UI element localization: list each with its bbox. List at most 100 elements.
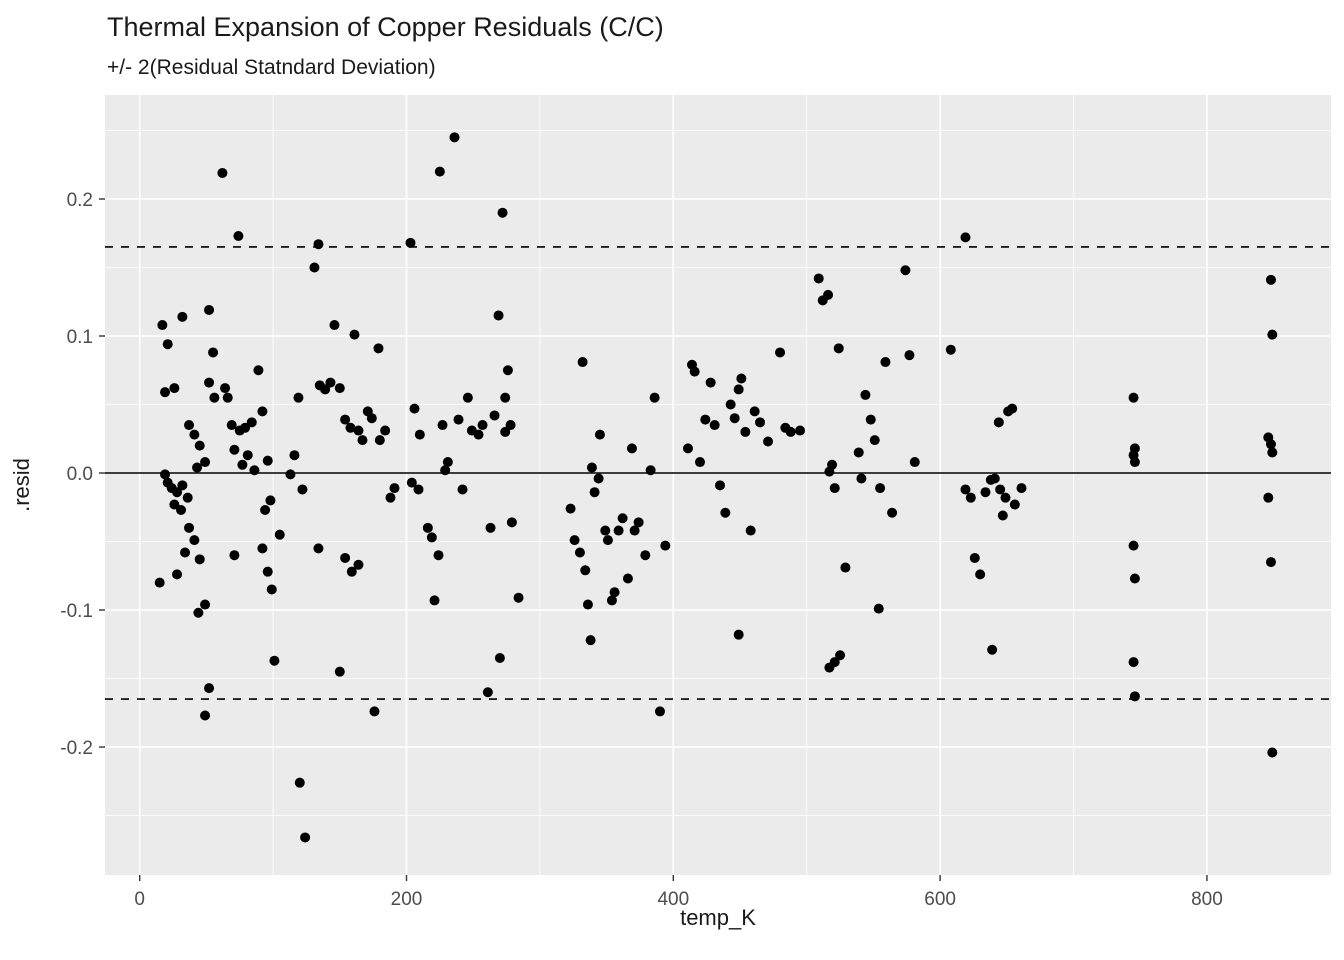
data-point	[505, 420, 516, 431]
data-point	[606, 595, 617, 606]
data-point	[172, 569, 183, 580]
data-point	[654, 706, 665, 717]
data-point	[602, 535, 613, 546]
data-point	[200, 710, 211, 721]
data-point	[320, 384, 331, 395]
data-point	[873, 603, 884, 614]
data-point	[745, 525, 756, 536]
x-tick-label: 0	[134, 889, 145, 910]
data-point	[325, 377, 336, 388]
data-point	[229, 444, 240, 455]
data-point	[208, 347, 219, 358]
data-point	[1267, 329, 1278, 340]
data-point	[334, 666, 345, 677]
data-point	[594, 429, 605, 440]
data-point	[609, 587, 620, 598]
data-point	[1128, 657, 1139, 668]
data-point	[357, 435, 368, 446]
data-point	[226, 420, 237, 431]
data-point	[353, 559, 364, 570]
x-tick-label: 200	[391, 889, 423, 910]
data-point	[565, 503, 576, 514]
data-point	[237, 459, 248, 470]
data-point	[645, 465, 656, 476]
data-point	[586, 462, 597, 473]
data-point	[257, 543, 268, 554]
data-point	[660, 540, 671, 551]
data-point	[289, 450, 300, 461]
data-point	[160, 387, 171, 398]
data-point	[477, 420, 488, 431]
data-point	[429, 595, 440, 606]
x-axis-label: temp_K	[680, 905, 756, 930]
data-point	[462, 392, 473, 403]
data-point	[473, 429, 484, 440]
data-point	[909, 457, 920, 468]
data-point	[426, 532, 437, 543]
data-point	[422, 522, 433, 533]
data-point	[293, 392, 304, 403]
data-point	[960, 232, 971, 243]
data-point	[827, 459, 838, 470]
data-point	[795, 425, 806, 436]
data-point	[569, 535, 580, 546]
data-point	[169, 383, 180, 394]
data-point	[633, 517, 644, 528]
y-tick-label: 0.0	[67, 464, 93, 485]
data-point	[500, 392, 511, 403]
data-point	[1009, 499, 1020, 510]
data-point	[162, 339, 173, 350]
data-point	[209, 392, 220, 403]
data-point	[733, 629, 744, 640]
data-point	[682, 443, 693, 454]
data-point	[369, 706, 380, 717]
data-point	[622, 573, 633, 584]
data-point	[182, 492, 193, 503]
data-point	[313, 543, 324, 554]
data-point	[585, 635, 596, 646]
data-point	[900, 265, 911, 276]
data-point	[875, 483, 886, 494]
data-point	[204, 683, 215, 694]
x-tick-label: 800	[1191, 889, 1223, 910]
data-point	[453, 414, 464, 425]
data-point	[285, 469, 296, 480]
data-point	[689, 366, 700, 377]
data-point	[217, 167, 228, 178]
data-point	[353, 425, 364, 436]
data-point	[309, 262, 320, 273]
data-point	[265, 495, 276, 506]
data-point	[257, 406, 268, 417]
data-point	[1000, 492, 1011, 503]
data-point	[785, 426, 796, 437]
data-point	[824, 662, 835, 673]
data-point	[995, 484, 1006, 495]
data-point	[725, 399, 736, 410]
data-point	[194, 440, 205, 451]
y-axis-label: .resid	[9, 458, 34, 512]
data-point	[262, 455, 273, 466]
data-point	[865, 414, 876, 425]
data-point	[340, 552, 351, 563]
data-point	[755, 417, 766, 428]
data-point	[613, 525, 624, 536]
data-point	[1267, 747, 1278, 758]
data-point	[193, 607, 204, 618]
data-point	[349, 329, 360, 340]
data-point	[904, 350, 915, 361]
data-point	[715, 480, 726, 491]
data-point	[222, 392, 233, 403]
data-point	[1267, 447, 1278, 458]
data-point	[513, 592, 524, 603]
data-point	[204, 377, 215, 388]
data-point	[240, 422, 251, 433]
data-point	[262, 566, 273, 577]
data-point	[574, 547, 585, 558]
data-point	[582, 599, 593, 610]
data-point	[189, 429, 200, 440]
data-point	[705, 377, 716, 388]
data-point	[184, 420, 195, 431]
data-point	[405, 237, 416, 248]
